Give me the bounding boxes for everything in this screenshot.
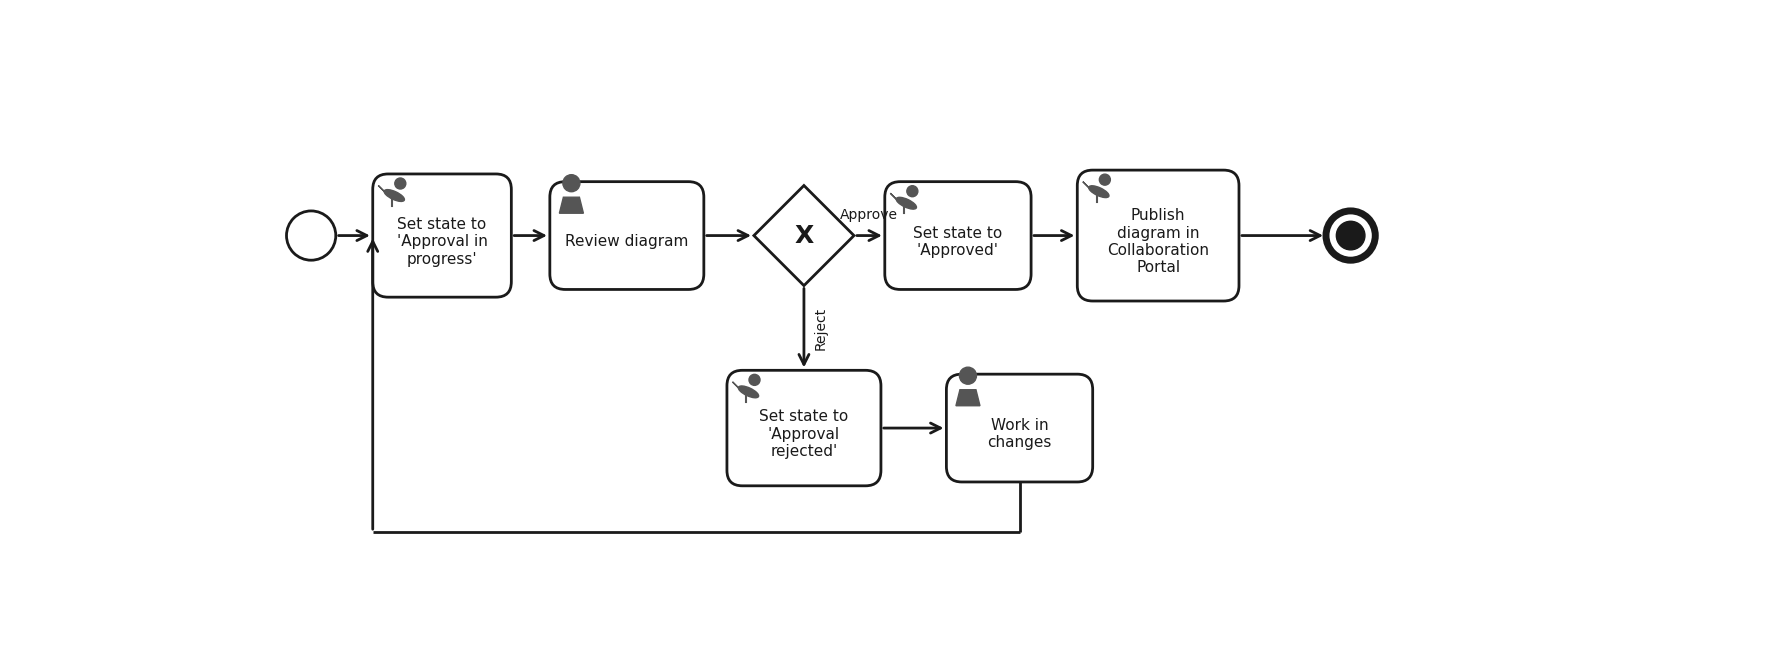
Circle shape: [1099, 174, 1110, 185]
Circle shape: [563, 175, 581, 192]
FancyBboxPatch shape: [1078, 170, 1240, 301]
FancyBboxPatch shape: [551, 182, 703, 290]
Polygon shape: [753, 186, 854, 286]
FancyBboxPatch shape: [373, 174, 511, 297]
Circle shape: [394, 178, 405, 189]
Text: Publish
diagram in
Collaboration
Portal: Publish diagram in Collaboration Portal: [1106, 208, 1209, 275]
Polygon shape: [559, 198, 583, 213]
Text: Set state to
'Approval
rejected': Set state to 'Approval rejected': [760, 409, 849, 459]
Text: Review diagram: Review diagram: [565, 234, 689, 249]
Circle shape: [908, 186, 918, 197]
Text: Set state to
'Approved': Set state to 'Approved': [913, 226, 1003, 258]
Circle shape: [749, 374, 760, 385]
Polygon shape: [955, 390, 980, 405]
Text: Approve: Approve: [840, 208, 899, 222]
Ellipse shape: [1089, 186, 1108, 198]
Circle shape: [959, 367, 977, 384]
Ellipse shape: [384, 190, 405, 201]
Polygon shape: [1083, 182, 1090, 190]
Text: X: X: [794, 224, 813, 248]
Ellipse shape: [897, 198, 916, 209]
Text: Work in
changes: Work in changes: [987, 418, 1051, 451]
Circle shape: [1336, 221, 1366, 250]
Circle shape: [286, 211, 336, 260]
Polygon shape: [378, 186, 387, 194]
Polygon shape: [732, 382, 741, 390]
FancyBboxPatch shape: [726, 370, 881, 486]
Circle shape: [1327, 211, 1375, 260]
Polygon shape: [890, 193, 899, 201]
FancyBboxPatch shape: [947, 374, 1092, 482]
FancyBboxPatch shape: [884, 182, 1032, 290]
Text: Set state to
'Approval in
progress': Set state to 'Approval in progress': [396, 217, 487, 267]
Ellipse shape: [739, 386, 758, 398]
Text: Reject: Reject: [813, 306, 828, 349]
